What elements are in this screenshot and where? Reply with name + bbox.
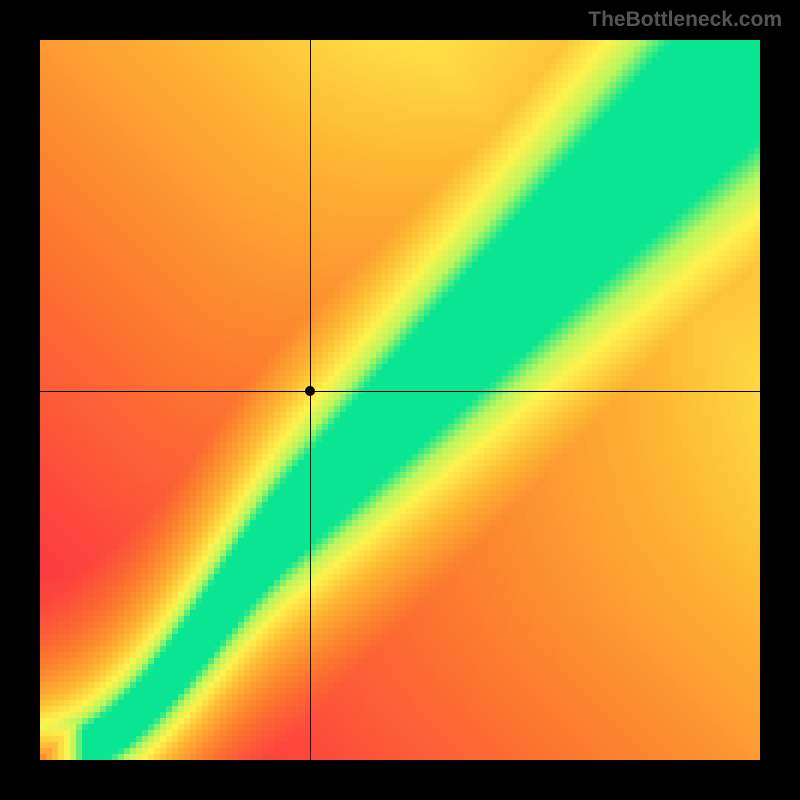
heatmap-canvas: [40, 40, 760, 760]
plot-area: [40, 40, 760, 760]
crosshair-horizontal: [40, 391, 760, 392]
crosshair-marker: [305, 386, 315, 396]
crosshair-vertical: [310, 40, 311, 760]
chart-container: TheBottleneck.com: [0, 0, 800, 800]
watermark-text: TheBottleneck.com: [588, 8, 782, 32]
